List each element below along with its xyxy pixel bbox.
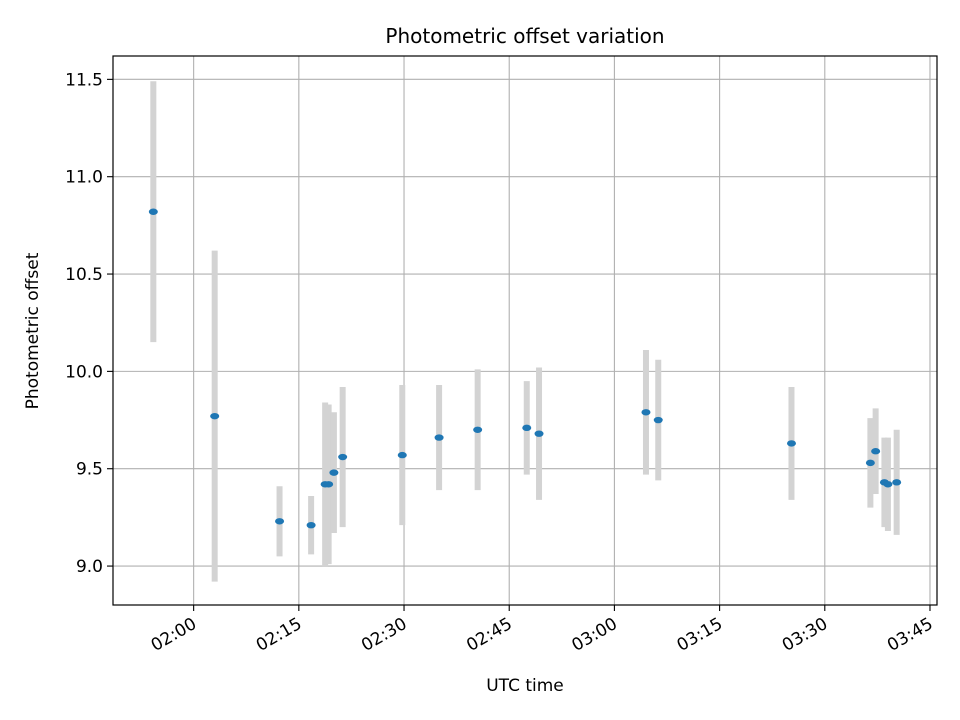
data-point (653, 416, 663, 424)
data-point (434, 434, 444, 441)
y-tick-label: 11.0 (65, 168, 103, 188)
data-point (641, 409, 651, 416)
data-point (534, 430, 544, 437)
data-point (329, 469, 339, 476)
data-point (210, 412, 220, 420)
y-tick-label: 9.5 (76, 460, 103, 480)
y-axis-label: Photometric offset (23, 252, 43, 409)
y-tick-label: 11.5 (65, 70, 103, 90)
data-point (883, 481, 893, 488)
x-axis-label: UTC time (486, 676, 564, 696)
data-point (148, 208, 158, 215)
y-axis-ticks: 9.0 9.5 10.0 10.5 11.0 11.5 (65, 70, 113, 577)
grid-lines (113, 56, 937, 605)
data-point (324, 481, 334, 488)
data-point (306, 521, 316, 529)
data-point (865, 459, 875, 467)
data-point (338, 453, 348, 461)
data-points (148, 208, 902, 529)
plot-frame (112, 55, 938, 606)
data-point (871, 448, 881, 455)
chart-title: Photometric offset variation (385, 24, 664, 48)
data-point (275, 518, 285, 525)
data-point (397, 451, 407, 459)
data-point (522, 424, 532, 432)
data-point (892, 479, 902, 486)
y-tick-label: 10.5 (65, 265, 103, 285)
data-point (473, 426, 483, 433)
data-point (786, 440, 796, 447)
y-tick-label: 10.0 (65, 362, 103, 382)
y-tick-label: 9.0 (76, 557, 103, 577)
